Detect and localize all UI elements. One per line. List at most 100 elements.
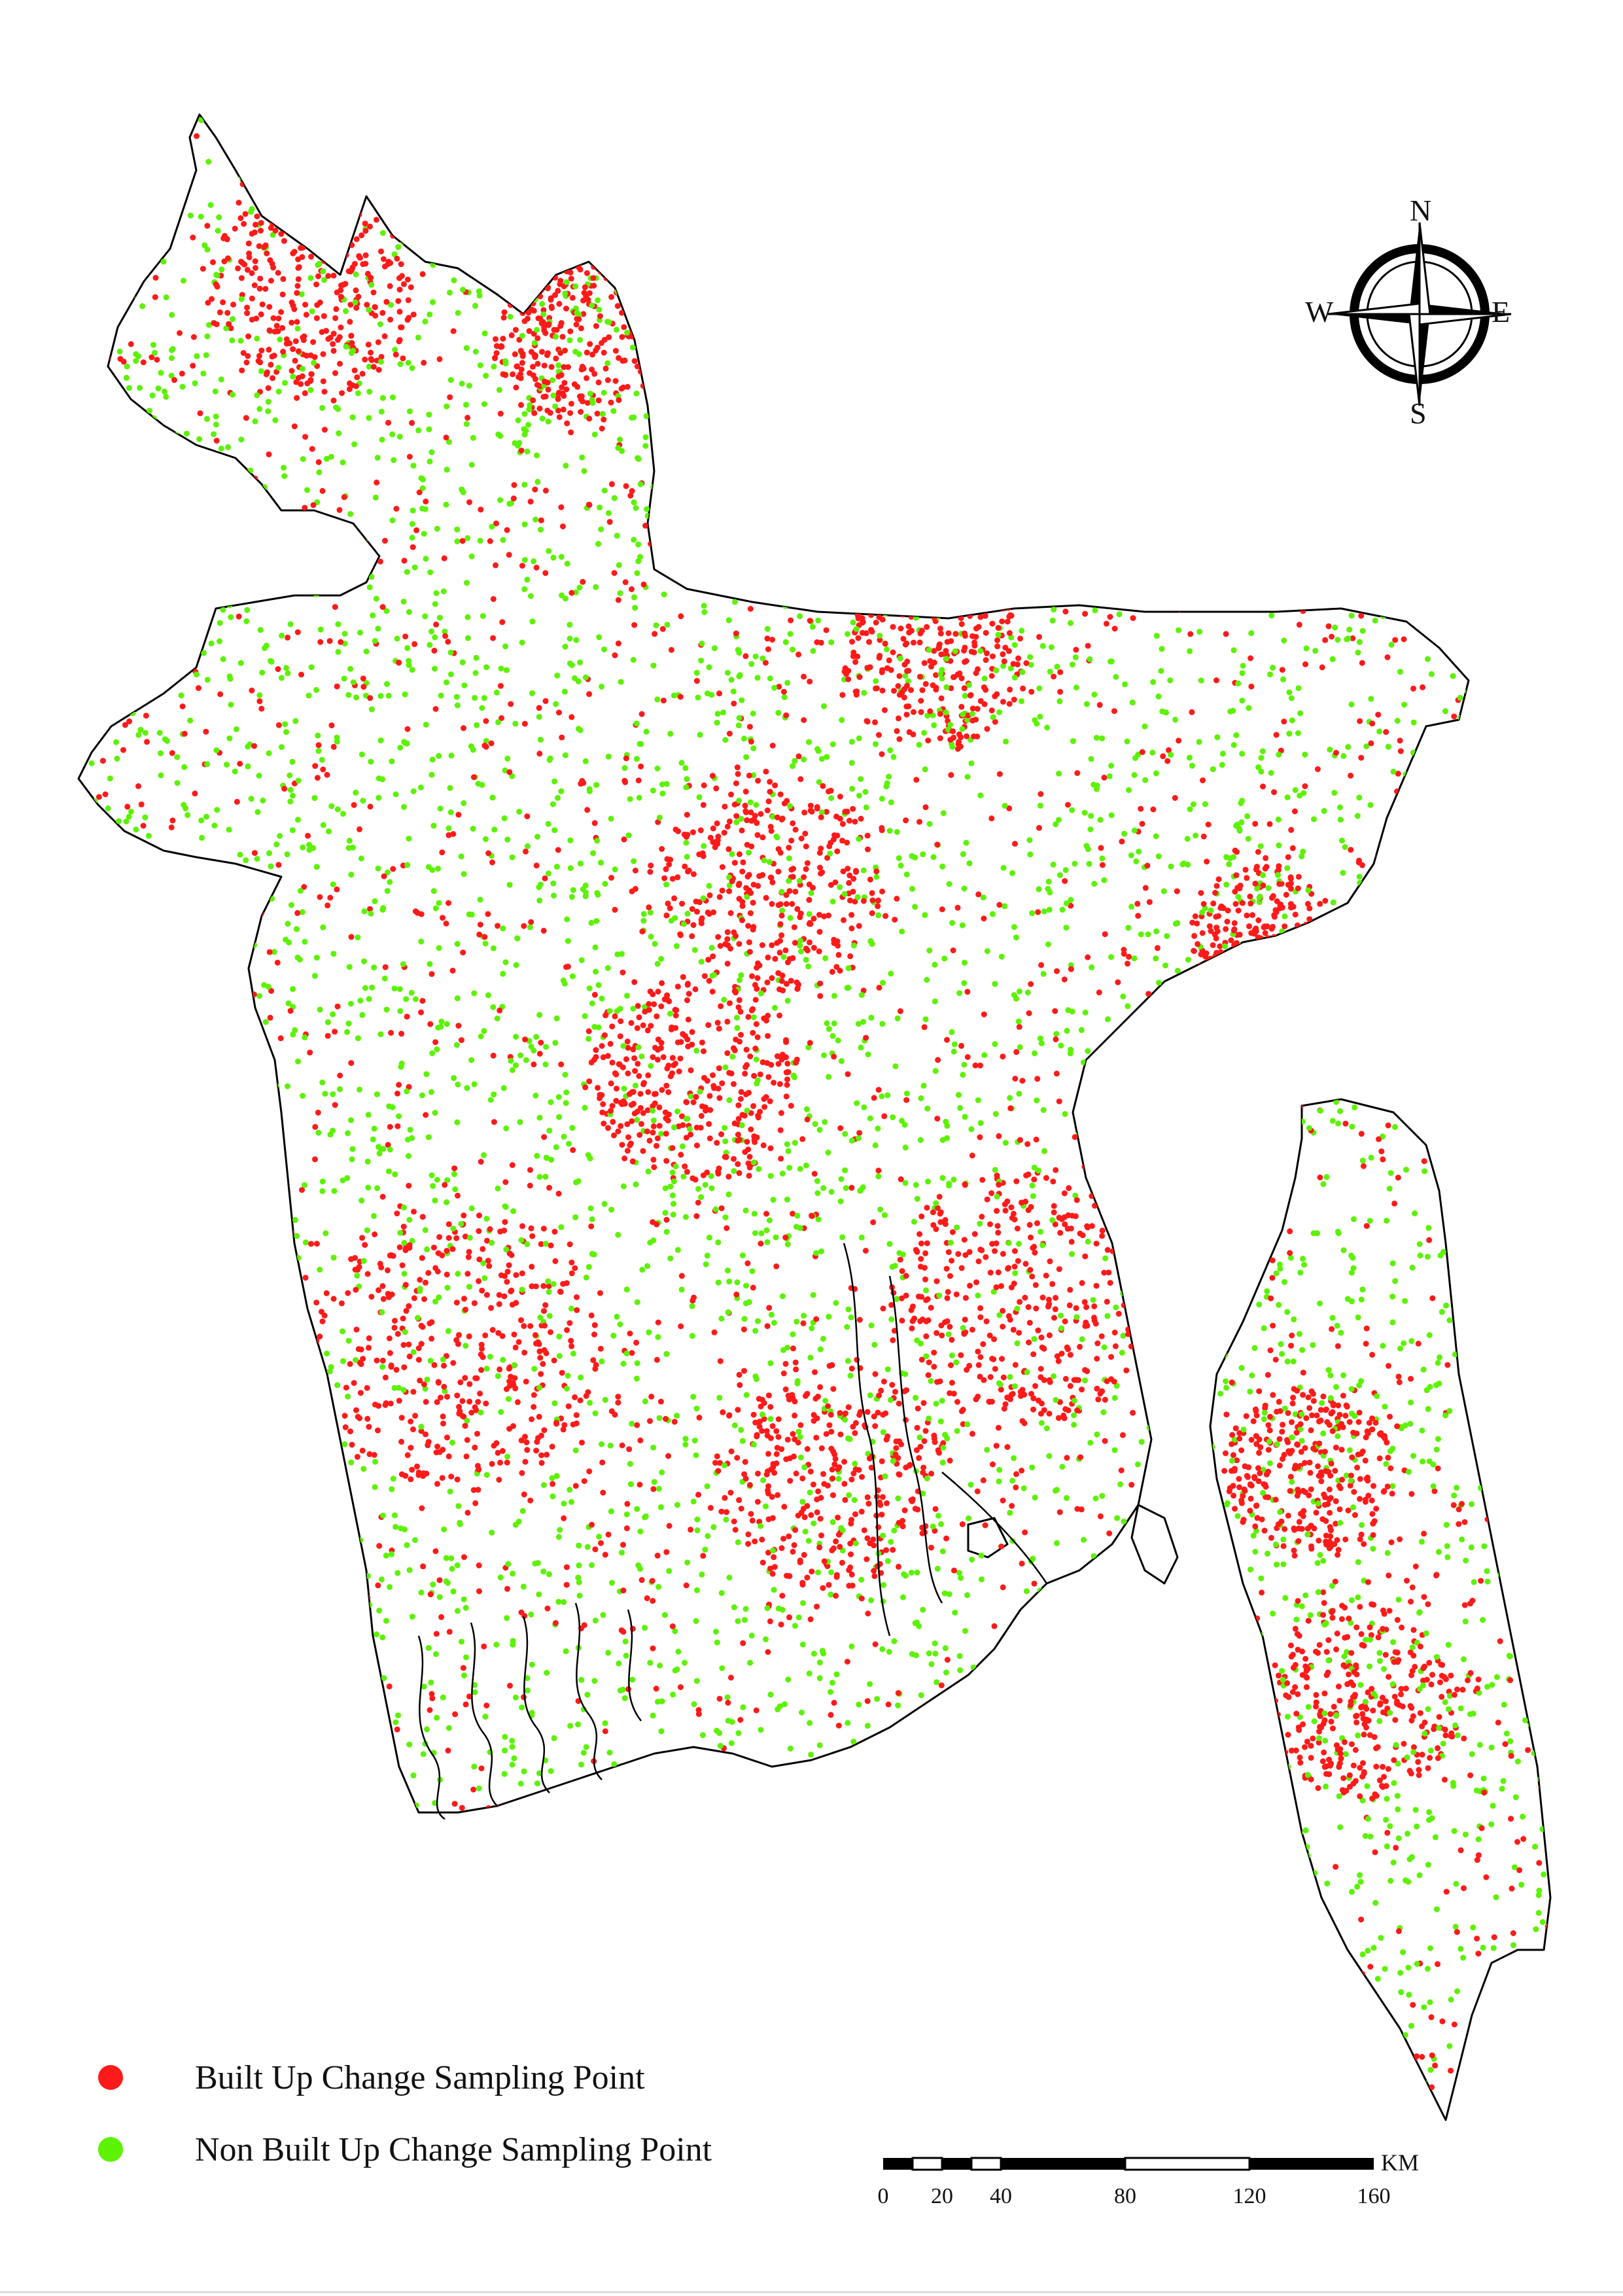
built-up-point [934,208,940,215]
non-built-up-point [648,1932,654,1938]
non-built-up-point [283,515,289,521]
built-up-point [727,230,733,236]
non-built-up-point [534,478,541,485]
non-built-up-point [667,141,673,148]
built-up-point [943,1848,949,1855]
non-built-up-point [375,794,382,801]
non-built-up-point [1457,1705,1464,1712]
non-built-up-point [1058,1313,1064,1319]
built-up-point [1361,1731,1367,1738]
built-up-point [446,1629,453,1635]
non-built-up-point [1106,458,1112,465]
non-built-up-point [1176,627,1182,633]
non-built-up-point [448,172,455,179]
built-up-point [591,1967,597,1973]
built-up-point [937,1219,944,1226]
non-built-up-point [1246,1818,1253,1825]
non-built-up-point [250,1916,256,1922]
built-up-point [584,1993,590,2000]
non-built-up-point [644,506,650,512]
non-built-up-point [223,325,230,332]
non-built-up-point [734,450,741,456]
non-built-up-point [544,1670,550,1676]
non-built-up-point [1265,231,1272,238]
built-up-point [989,2005,996,2011]
non-built-up-point [1530,1333,1537,1339]
built-up-point [1047,1258,1053,1265]
non-built-up-point [239,1722,246,1728]
non-built-up-point [964,773,971,780]
built-up-point [1357,1475,1363,1482]
non-built-up-point [651,1479,657,1485]
non-built-up-point [428,771,435,778]
non-built-up-point [934,1679,940,1686]
built-up-point [1052,1306,1058,1313]
non-built-up-point [1488,1821,1495,1828]
non-built-up-point [203,813,209,820]
non-built-up-point [1153,1737,1160,1744]
non-built-up-point [578,957,585,963]
non-built-up-point [521,223,527,230]
non-built-up-point [408,989,415,996]
non-built-up-point [666,2030,672,2037]
built-up-point [783,981,790,987]
non-built-up-point [1507,1653,1513,1659]
non-built-up-point [1259,1680,1265,1687]
built-up-point [1078,1506,1085,1513]
built-up-point [1480,851,1486,857]
non-built-up-point [1544,1203,1550,1209]
non-built-up-point [872,1142,879,1148]
non-built-up-point [909,885,916,892]
non-built-up-point [479,705,485,711]
built-up-point [1061,976,1068,983]
non-built-up-point [748,1999,755,2005]
built-up-point [250,1046,256,1052]
non-built-up-point [436,614,443,621]
built-up-point [1132,258,1138,264]
non-built-up-point [975,1097,981,1103]
non-built-up-point [877,167,884,173]
built-up-point [864,1698,871,1704]
built-up-point [521,720,528,727]
built-up-point [135,881,141,887]
non-built-up-point [179,904,186,911]
non-built-up-point [1367,169,1373,175]
built-up-point [351,802,357,808]
non-built-up-point [591,431,598,438]
non-built-up-point [1464,123,1471,129]
non-built-up-point [1551,386,1557,392]
non-built-up-point [1285,520,1291,527]
non-built-up-point [1113,1383,1120,1389]
built-up-point [488,740,495,747]
non-built-up-point [1235,1866,1242,1873]
non-built-up-point [1499,1092,1505,1099]
non-built-up-point [1024,2012,1030,2019]
non-built-up-point [1175,2035,1181,2041]
non-built-up-point [341,631,348,637]
non-built-up-point [343,128,350,135]
non-built-up-point [411,191,417,198]
built-up-point [657,1398,664,1405]
non-built-up-point [381,1955,387,1962]
non-built-up-point [178,2006,184,2012]
non-built-up-point [1202,983,1209,989]
non-built-up-point [1064,1977,1071,1984]
built-up-point [442,633,449,639]
built-up-point [994,467,1001,474]
built-up-point [1016,323,1022,330]
non-built-up-point [1193,832,1199,839]
built-up-point [640,383,646,389]
non-built-up-point [700,529,707,535]
non-built-up-point [593,584,599,590]
non-built-up-point [940,1826,947,1832]
non-built-up-point [360,1744,366,1751]
non-built-up-point [155,1869,162,1876]
non-built-up-point [608,115,615,116]
built-up-point [1064,1455,1070,1461]
non-built-up-point [646,1879,652,1885]
built-up-point [983,600,989,607]
non-built-up-point [1437,1354,1443,1360]
non-built-up-point [252,1854,258,1860]
non-built-up-point [483,836,489,842]
non-built-up-point [800,456,806,462]
